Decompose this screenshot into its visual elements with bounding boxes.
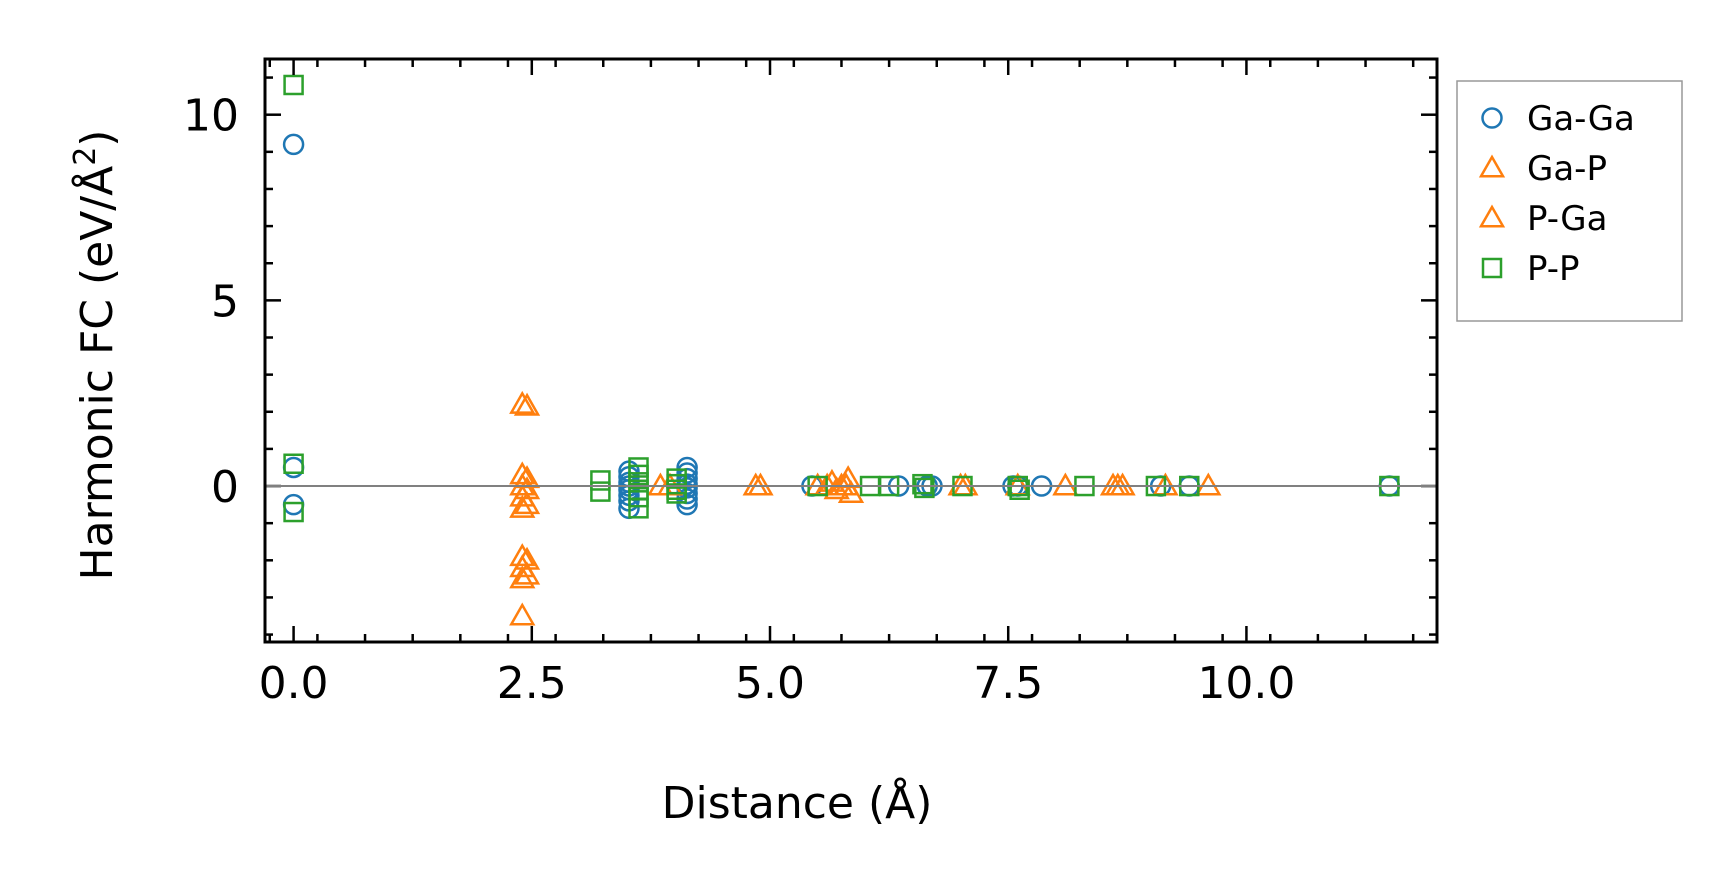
data-point <box>513 476 541 500</box>
x-tick-label: 5.0 <box>735 658 805 709</box>
x-axis-label: Distance (Å) <box>662 776 933 829</box>
data-point <box>666 483 687 504</box>
data-point <box>676 467 698 490</box>
legend-marker <box>1481 257 1503 279</box>
data-point <box>1009 479 1030 501</box>
data-point <box>1052 472 1079 496</box>
y-axis-label-main: Harmonic FC (eV/Å <box>70 166 123 581</box>
data-point <box>509 565 536 589</box>
ticks-layer <box>265 59 1437 642</box>
data-point <box>590 470 611 491</box>
points-layer <box>282 74 1401 626</box>
series-p-ga <box>513 392 1179 585</box>
legend-label: Ga-P <box>1527 149 1607 189</box>
data-point <box>282 133 305 156</box>
y-tick-label: 0 <box>211 462 239 513</box>
legend-marker <box>1478 204 1506 228</box>
legend: Ga-Ga Ga-P P-Ga P-P <box>1456 80 1683 322</box>
legend-label: P-Ga <box>1527 199 1607 239</box>
data-point <box>1104 472 1131 496</box>
y-tick-label: 5 <box>211 276 239 327</box>
data-point <box>513 561 541 585</box>
x-tick-label: 0.0 <box>259 658 329 709</box>
data-point <box>513 491 541 515</box>
x-tick-label: 10.0 <box>1197 658 1295 709</box>
data-point <box>513 392 541 416</box>
legend-marker <box>1481 107 1503 129</box>
y-axis-label: Harmonic FC (eV/Å2) <box>68 130 124 581</box>
data-point <box>1195 472 1222 496</box>
x-tick-label: 2.5 <box>497 658 567 709</box>
data-point <box>676 462 698 484</box>
data-point <box>837 479 865 503</box>
plot-frame <box>263 57 1439 644</box>
y-tick-label: 10 <box>183 91 239 142</box>
x-tick-label: 7.5 <box>973 658 1043 709</box>
data-point <box>509 390 536 414</box>
legend-box <box>1456 80 1683 322</box>
data-point <box>628 486 649 508</box>
data-point <box>513 546 541 570</box>
data-point <box>509 602 536 626</box>
series-p-p <box>283 74 1400 523</box>
data-point <box>676 493 698 516</box>
data-point <box>282 456 305 479</box>
legend-label: Ga-Ga <box>1527 99 1635 139</box>
data-point <box>282 493 305 516</box>
data-point <box>628 498 649 519</box>
series-ga-ga <box>282 133 1401 520</box>
y-axis-label-sup: 2 <box>68 147 103 166</box>
data-point <box>676 456 698 479</box>
data-point <box>283 453 304 475</box>
data-point <box>823 476 850 500</box>
data-point <box>747 472 774 496</box>
tick-labels: 0.0 2.5 5.0 7.5 10.0 0 5 10 <box>183 91 1295 709</box>
data-point <box>914 477 935 499</box>
data-point <box>283 74 304 96</box>
data-point <box>509 461 536 485</box>
data-point <box>509 494 536 518</box>
data-point <box>283 501 304 523</box>
y-axis-label-close: ) <box>72 130 123 147</box>
data-point <box>590 481 611 502</box>
legend-marker <box>1478 154 1506 178</box>
series-ga-p <box>509 390 1222 626</box>
legend-label: P-P <box>1527 249 1580 289</box>
data-point <box>509 543 536 567</box>
data-point <box>912 473 933 495</box>
